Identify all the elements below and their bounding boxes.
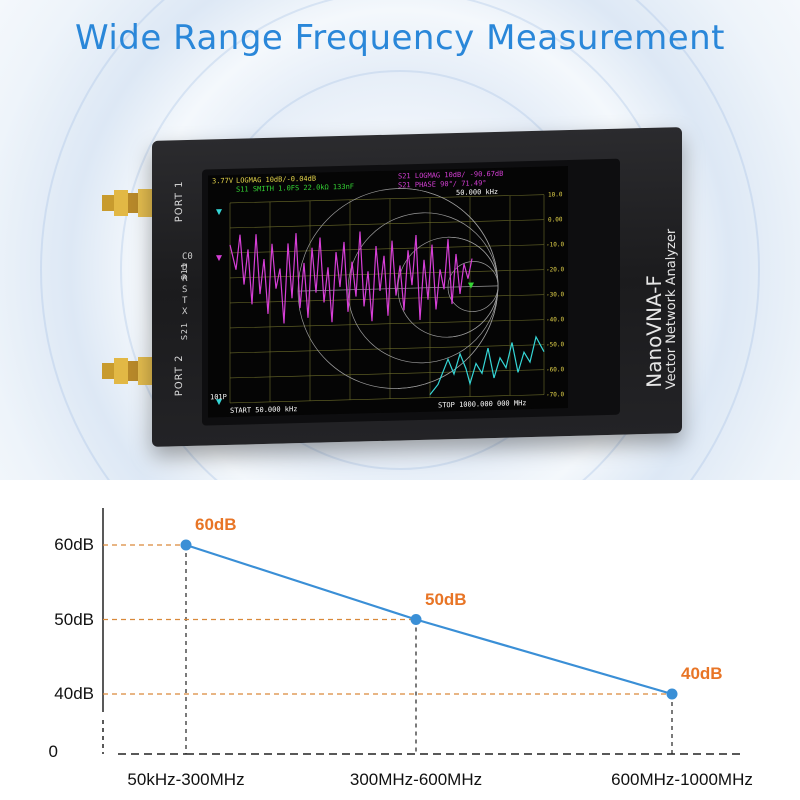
screen-battery: 3.77V bbox=[212, 176, 234, 186]
screen-ylabel: -10.0 bbox=[546, 241, 565, 249]
data-label: 60dB bbox=[195, 515, 237, 534]
screen-ylabel: -20.0 bbox=[546, 266, 565, 274]
port1-label: PORT 1 bbox=[174, 180, 185, 223]
nanovna-device: PORT 1 PORT 2 S11 S21 bbox=[152, 127, 682, 447]
screen-ylabel: -60.0 bbox=[546, 366, 565, 374]
brand-subtitle: Vector Network Analyzer bbox=[664, 228, 679, 390]
screen-ylabel: -30.0 bbox=[546, 291, 565, 299]
y-tick-label: 0 bbox=[48, 742, 58, 761]
port2-label: PORT 2 bbox=[174, 354, 185, 397]
x-tick-label: 50kHz-300MHz bbox=[127, 770, 245, 789]
screen-bezel: 3.77V LOGMAG 10dB/-0.04dB S21 LOGMAG 10d… bbox=[202, 158, 620, 426]
hero-banner: Wide Range Frequency Measurement PORT 1 … bbox=[0, 0, 800, 480]
page-title: Wide Range Frequency Measurement bbox=[74, 18, 726, 58]
menu-letters: C0 D R S T X bbox=[182, 251, 193, 318]
screen-plot bbox=[216, 188, 545, 406]
chart-canvas bbox=[102, 508, 740, 755]
chart-guides bbox=[103, 544, 673, 754]
brand-name: NanoVNA-F bbox=[642, 274, 666, 389]
screen-points: 101P bbox=[210, 392, 227, 402]
x-tick-label: 600MHz-1000MHz bbox=[611, 770, 753, 789]
chart-series bbox=[180, 539, 678, 700]
screen-ylabel: -40.0 bbox=[546, 316, 565, 324]
screen-ylabel: -50.0 bbox=[546, 341, 565, 349]
screen-marker-freq: 50.000 kHz bbox=[456, 187, 499, 197]
s21-label: S21 bbox=[180, 321, 189, 341]
data-point bbox=[180, 539, 192, 551]
data-label: 40dB bbox=[681, 664, 723, 683]
y-tick-label: 50dB bbox=[54, 609, 94, 629]
frequency-range-chart: 60dB 50dB 40dB 0 50kHz-300MHz 300MHz-600MHz 6… bbox=[0, 480, 800, 800]
data-point bbox=[666, 688, 678, 700]
data-label: 50dB bbox=[425, 589, 467, 609]
screen-ylabel: 10.0 bbox=[548, 191, 563, 199]
device-screen: 3.77V LOGMAG 10dB/-0.04dB S21 LOGMAG 10d… bbox=[208, 166, 568, 418]
y-tick-label: 60dB bbox=[54, 535, 94, 554]
port2-connector-icon bbox=[102, 354, 162, 388]
chart-axes bbox=[102, 508, 740, 755]
port1-connector-icon bbox=[102, 186, 162, 220]
data-point bbox=[410, 614, 422, 625]
screen-ylabel: -70.0 bbox=[546, 391, 565, 399]
screen-ylabel: 0.00 bbox=[548, 216, 563, 224]
y-tick-label: 40dB bbox=[54, 684, 94, 703]
x-tick-label: 300MHz-600MHz bbox=[349, 770, 483, 789]
